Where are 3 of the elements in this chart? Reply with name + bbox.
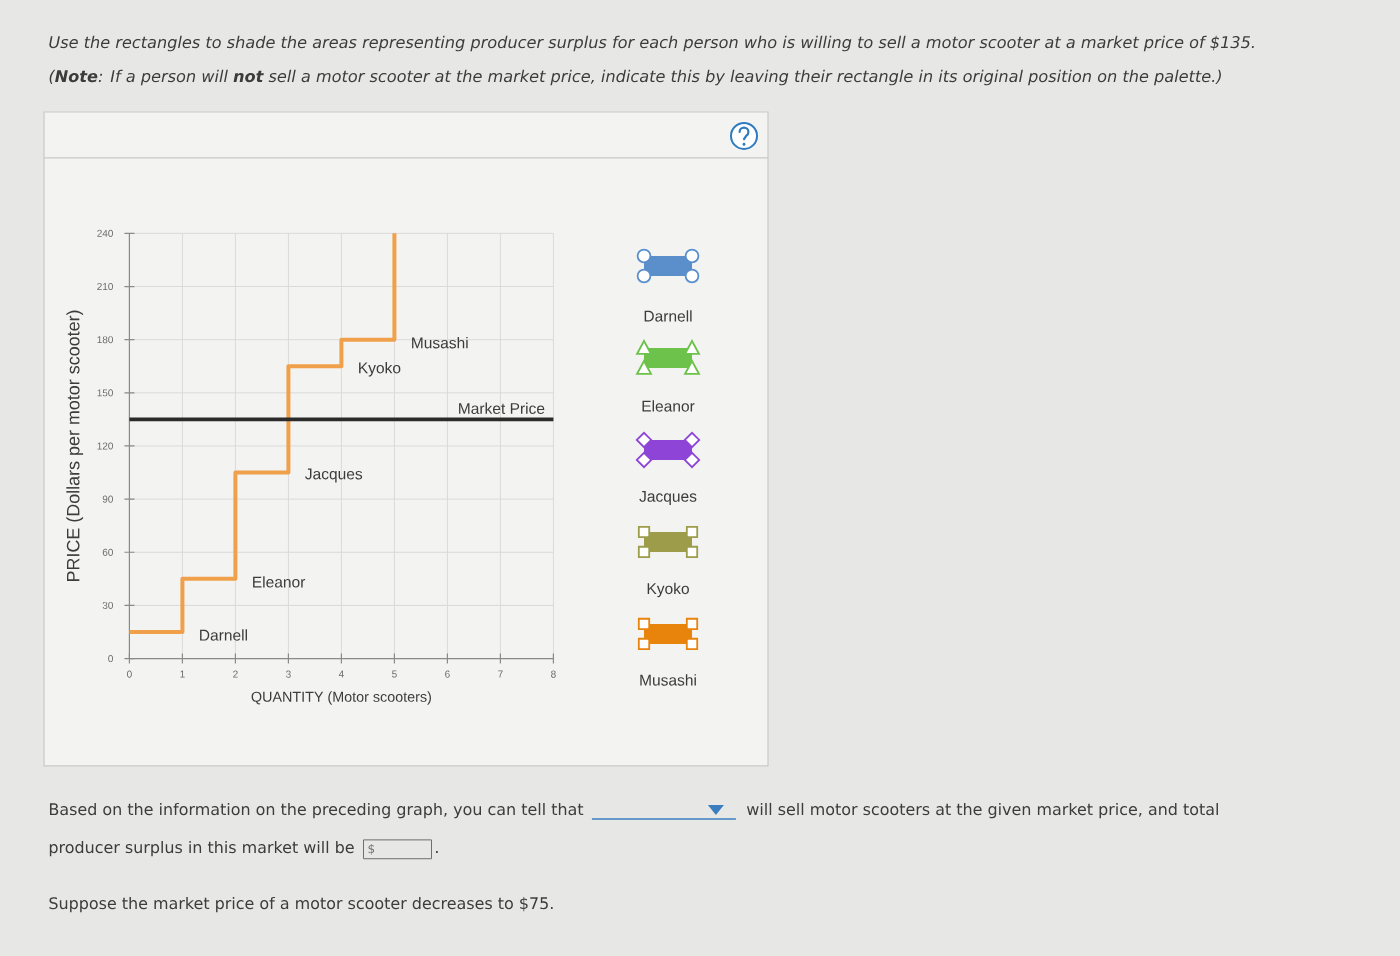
y-axis-title: PRICE (Dollars per motor scooter) [66, 310, 84, 582]
text: Use the rectangles to shade the areas representing producer surplus for each person who is willing to sell a motor scooter at a market price of $135. [49, 35, 1254, 52]
text: (Note: If a person will not sell a motor scooter at the market price, indicate this by leaving their rectangle in its original position on the palette.) [49, 69, 1221, 86]
